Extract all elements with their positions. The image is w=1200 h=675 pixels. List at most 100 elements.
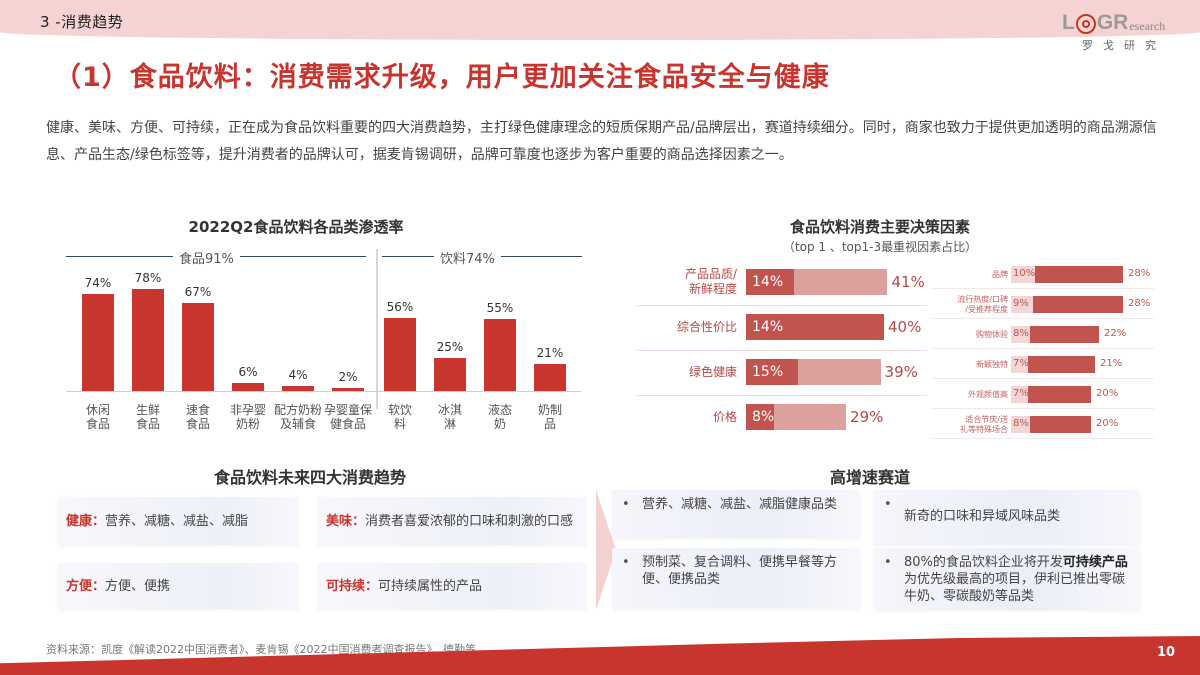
top1-value: 14%	[752, 319, 784, 335]
bar-column: 21%	[534, 251, 566, 391]
secondary-factor-label: 流行热度/口碑/受推荐程度	[932, 295, 1008, 315]
top1-3-value: 28%	[1128, 268, 1151, 279]
secondary-factor-label: 适合节庆/送 礼等特殊场合	[932, 415, 1008, 435]
bar	[282, 385, 314, 391]
trend-text: 可持续：可持续属性的产品	[326, 578, 482, 595]
label-line: 品牌	[992, 270, 1008, 279]
trend-card: 可持续：可持续属性的产品	[318, 563, 586, 609]
top1-bar	[746, 269, 795, 295]
bar-category-label: 生鲜 食品	[122, 403, 174, 431]
track-card: • 预制菜、复合调料、便携早餐等方便、便携品类	[612, 548, 860, 608]
track-card: • 80%的食品饮料企业将开发可持续产品为优先级最高的项目，伊利已推出零碳牛奶、零…	[874, 548, 1140, 610]
decision-factor-row: 综合性价比 14% 40%	[637, 306, 927, 351]
trend-description: 可持续属性的产品	[378, 578, 483, 594]
top1-value: 8%	[1013, 328, 1029, 339]
top1-value: 7%	[1013, 358, 1029, 369]
category-line: 料	[393, 417, 406, 431]
top1-3-bar	[1035, 266, 1123, 283]
label-line: 外观颜值高	[968, 390, 1008, 399]
category-line: 生鲜	[135, 403, 160, 417]
decision-factor-row: 价格 8% 29%	[637, 396, 927, 441]
decision-factor-label: 综合性价比	[637, 320, 737, 335]
trend-card: 健康：营养、减糖、减盐、减脂	[58, 497, 298, 545]
category-line: 及辅食	[279, 417, 316, 431]
track-text-body: 营养、减糖、减盐、减脂健康品类	[642, 497, 838, 512]
chart-baseline	[66, 391, 581, 392]
category-line: 奶	[493, 417, 506, 431]
top1-bar	[746, 314, 884, 340]
bar-value-label: 2%	[338, 370, 358, 385]
tracks-title: 高增速赛道	[829, 468, 910, 487]
bar-column: 4%	[282, 251, 314, 391]
label-line: 购物体验	[976, 330, 1008, 339]
bar-value-label: 21%	[536, 345, 564, 360]
logo: L GR esearch 罗戈研究	[1062, 12, 1182, 62]
bar	[132, 289, 164, 391]
bar-category-label: 速食 食品	[172, 403, 224, 431]
top1-3-value: 40%	[888, 318, 922, 336]
category-line: 奶粉	[235, 417, 260, 431]
top1-3-value: 22%	[1104, 328, 1127, 339]
bar-value-label: 55%	[486, 301, 514, 316]
bullet-icon: •	[622, 555, 630, 570]
secondary-factor-label: 新颖独特	[932, 360, 1008, 370]
label-line: 绿色健康	[688, 365, 737, 379]
track-text: 新奇的口味和异域风味品类	[904, 508, 1132, 525]
secondary-factor-row: 外观颜值高 7% 20%	[932, 380, 1154, 409]
label-line: 礼等特殊场合	[960, 425, 1008, 434]
category-line: 软饮	[387, 403, 412, 417]
top1-3-value: 41%	[891, 273, 925, 291]
category-line: 品	[543, 417, 556, 431]
bar	[182, 303, 214, 391]
bar-column: 56%	[384, 251, 416, 391]
bar	[82, 294, 114, 391]
page-number: 10	[1157, 645, 1176, 660]
top1-value: 8%	[752, 409, 775, 425]
secondary-factor-label: 购物体验	[932, 330, 1008, 340]
top1-value: 8%	[1013, 418, 1029, 429]
top1-value: 14%	[752, 274, 784, 290]
bar-value-label: 25%	[436, 340, 464, 355]
category-line: 液态	[487, 403, 512, 417]
bar-category-label: 配方奶粉 及辅食	[272, 403, 324, 431]
top1-3-value: 21%	[1100, 358, 1123, 369]
bar-value-label: 78%	[134, 271, 162, 285]
track-text: 预制菜、复合调料、便携早餐等方便、便携品类	[642, 554, 852, 588]
secondary-factor-row: 新颖独特 7% 21%	[932, 350, 1154, 379]
trends-title: 食品饮料未来四大消费趋势	[213, 468, 406, 487]
bar-column: 2%	[332, 251, 364, 391]
bar-column: 78%	[132, 251, 164, 391]
top1-3-value: 29%	[850, 408, 884, 426]
penetration-chart-title: 2022Q2食品饮料各品类渗透率	[188, 218, 404, 236]
category-line: 食品	[185, 417, 210, 431]
bar-category-label: 奶制品	[524, 403, 576, 431]
bar	[232, 383, 264, 391]
trend-description: 消费者喜爱浓郁的口味和刺激的口感	[365, 513, 574, 529]
decision-factor-label: 价格	[637, 410, 737, 425]
trend-keyword: 美味：	[326, 513, 366, 529]
bar	[484, 319, 516, 391]
logo-letters: GR	[1096, 11, 1129, 34]
label-line: 适合节庆/送	[965, 415, 1008, 424]
secondary-factor-label: 品牌	[932, 270, 1008, 280]
bullet-icon: •	[884, 555, 892, 570]
track-text-post: 为优先级最高的项目，伊利已推出零碳牛奶、零碳酸奶等品类	[904, 572, 1126, 604]
category-line: 非孕婴	[229, 403, 266, 417]
decision-factor-row: 绿色健康 15% 39%	[637, 351, 927, 396]
label-line: /受推荐程度	[965, 305, 1008, 314]
top1-3-bar	[1027, 386, 1091, 403]
label-line: 综合性价比	[676, 320, 737, 334]
top1-3-value: 28%	[1128, 298, 1151, 309]
track-text: 80%的食品饮料企业将开发可持续产品为优先级最高的项目，伊利已推出零碳牛奶、零碳…	[904, 554, 1132, 605]
bar-value-label: 67%	[184, 285, 212, 300]
top1-3-bar	[1030, 326, 1099, 343]
bar-column: 55%	[484, 251, 516, 391]
track-text-body: 预制菜、复合调料、便携早餐等方便、便携品类	[642, 555, 838, 587]
bar-category-label: 孕婴童保 健食品	[322, 403, 374, 431]
trend-description: 营养、减糖、减盐、减脂	[105, 513, 249, 529]
secondary-factor-row: 适合节庆/送 礼等特殊场合 8% 20%	[932, 410, 1154, 439]
trend-card: 美味：消费者喜爱浓郁的口味和刺激的口感	[318, 497, 586, 545]
track-text-highlight: 可持续产品	[1062, 555, 1128, 570]
bar	[534, 363, 566, 391]
decision-factor-row: 产品品质/新鲜程度 14% 41%	[637, 261, 927, 306]
